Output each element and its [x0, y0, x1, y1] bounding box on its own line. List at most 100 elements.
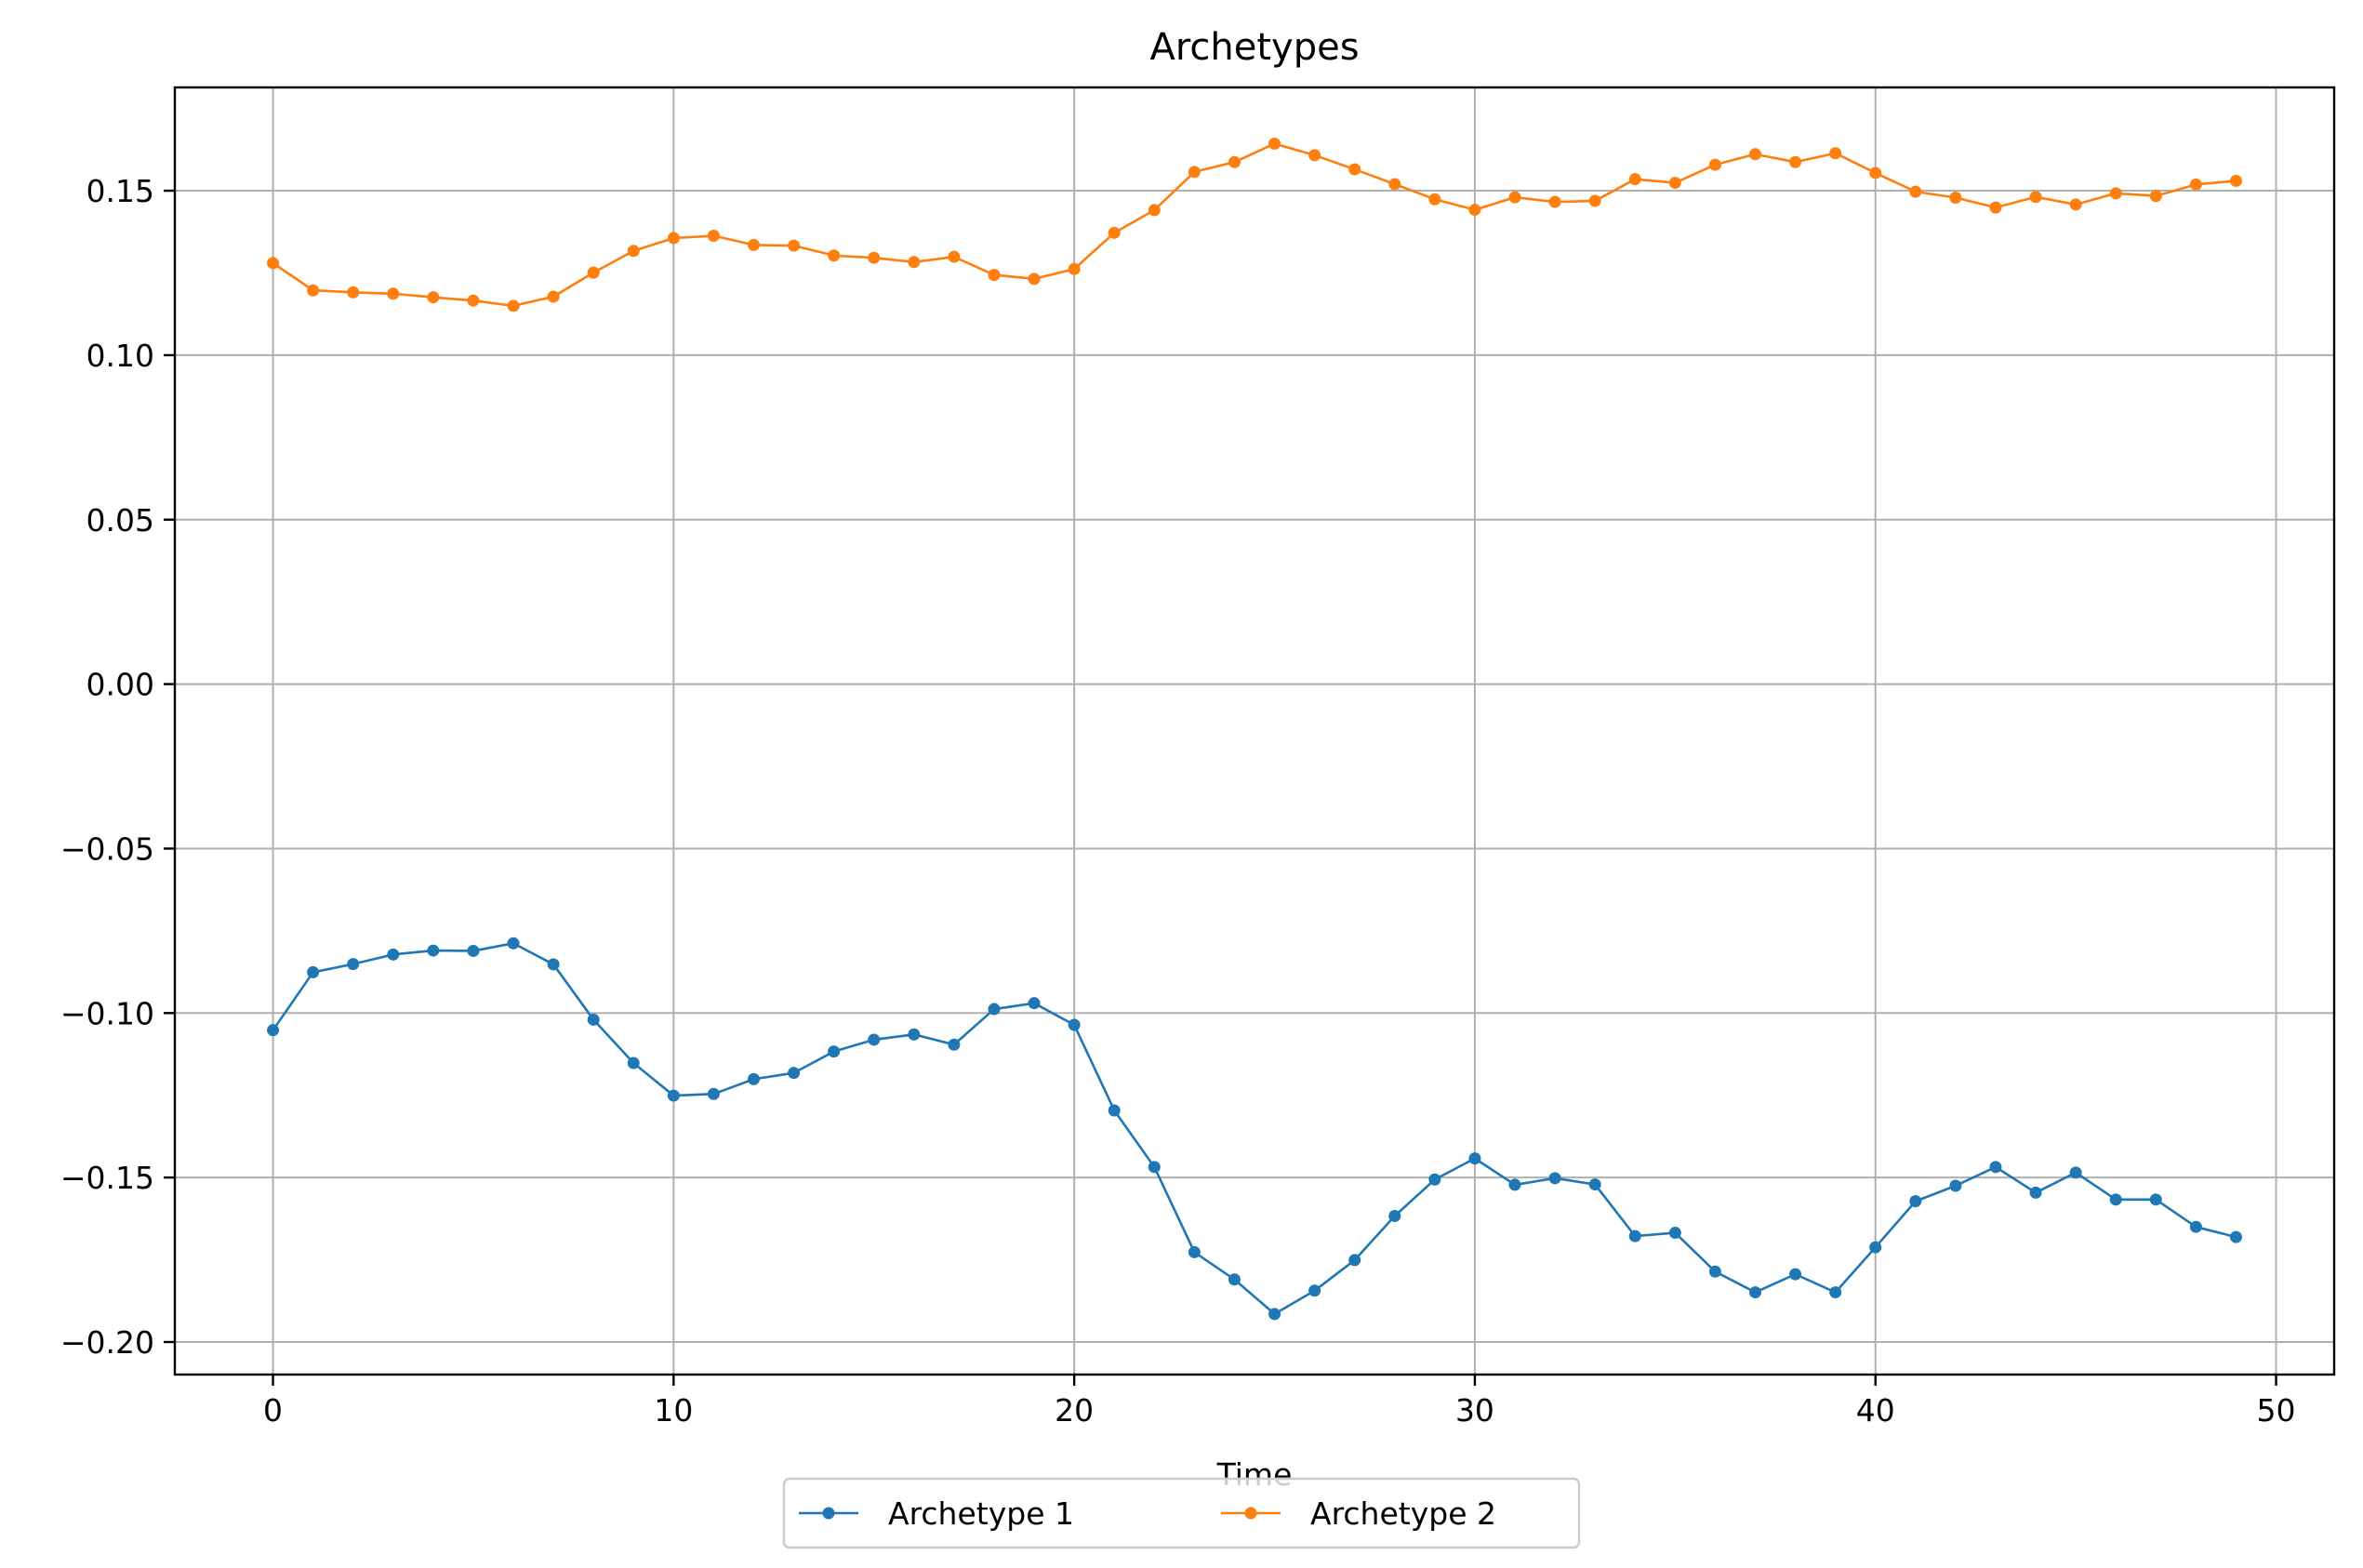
- data-point: [2029, 1186, 2042, 1199]
- x-tick-label: 40: [1856, 1392, 1895, 1428]
- data-point: [1909, 185, 1922, 198]
- legend-marker: [1244, 1507, 1257, 1520]
- data-point: [707, 1087, 720, 1100]
- data-point: [1308, 1284, 1321, 1297]
- data-point: [1789, 1268, 1802, 1281]
- y-tick-label: −0.10: [60, 995, 154, 1031]
- series-archetype-1: [267, 937, 2242, 1321]
- series-line: [272, 942, 2237, 1316]
- data-point: [1148, 204, 1161, 217]
- data-point: [868, 251, 881, 264]
- data-point: [1348, 1254, 1361, 1267]
- data-point: [1869, 1241, 1882, 1254]
- data-point: [1228, 155, 1241, 168]
- data-point: [667, 1089, 680, 1102]
- data-point: [707, 230, 720, 243]
- data-point: [547, 958, 560, 971]
- data-point: [1829, 1286, 1842, 1299]
- data-point: [427, 944, 440, 957]
- data-point: [1668, 1227, 1681, 1240]
- data-point: [2189, 1220, 2202, 1233]
- data-point: [507, 299, 520, 312]
- data-point: [1548, 195, 1561, 208]
- data-point: [1148, 1161, 1161, 1174]
- data-point: [1428, 193, 1441, 206]
- data-point: [347, 958, 360, 971]
- data-point: [1268, 1308, 1281, 1321]
- y-tick-label: −0.15: [60, 1160, 154, 1196]
- data-point: [988, 1003, 1001, 1016]
- data-point: [1508, 1178, 1521, 1191]
- legend-entry: Archetype 1: [799, 1495, 1074, 1532]
- legend-label: Archetype 1: [888, 1495, 1074, 1532]
- x-tick-label: 30: [1455, 1392, 1494, 1428]
- data-point: [828, 1045, 841, 1058]
- y-tick-label: 0.10: [86, 338, 154, 374]
- data-point: [1668, 177, 1681, 190]
- y-tick-label: 0.05: [86, 502, 154, 538]
- data-point: [1708, 158, 1721, 171]
- data-point: [1268, 137, 1281, 150]
- data-point: [1468, 1152, 1481, 1165]
- data-point: [547, 290, 560, 303]
- data-point: [387, 287, 400, 300]
- data-point: [587, 266, 600, 279]
- data-point: [1708, 1265, 1721, 1278]
- data-point: [267, 257, 280, 270]
- data-point: [267, 1024, 280, 1037]
- data-point: [627, 245, 640, 258]
- data-point: [2189, 178, 2202, 191]
- data-point: [2149, 1193, 2162, 1206]
- data-point: [307, 965, 320, 978]
- data-point: [788, 239, 801, 252]
- x-tick-label: 10: [654, 1392, 693, 1428]
- data-point: [1829, 147, 1842, 160]
- data-point: [868, 1033, 881, 1046]
- data-point: [1748, 148, 1761, 161]
- legend: Archetype 1 Archetype 2: [782, 1477, 1581, 1549]
- data-point: [307, 284, 320, 297]
- data-point: [2109, 1193, 2122, 1206]
- data-point: [1068, 1018, 1081, 1031]
- legend-marker: [822, 1507, 835, 1520]
- data-point: [1748, 1286, 1761, 1299]
- data-point: [1588, 194, 1601, 207]
- data-point: [2229, 1230, 2242, 1243]
- data-point: [1869, 166, 1882, 179]
- data-point: [627, 1056, 640, 1070]
- data-point: [1188, 1245, 1201, 1258]
- data-point: [1388, 1210, 1401, 1223]
- data-point: [1108, 1104, 1121, 1117]
- data-point: [1909, 1195, 1922, 1208]
- x-tick-label: 0: [263, 1392, 283, 1428]
- y-tick-label: 0.00: [86, 667, 154, 703]
- data-point: [587, 1013, 600, 1026]
- y-tick-label: −0.05: [60, 831, 154, 867]
- legend-label: Archetype 2: [1310, 1495, 1496, 1532]
- series-layer: [267, 137, 2242, 1321]
- data-point: [2069, 198, 2082, 211]
- series-line: [272, 142, 2237, 308]
- data-point: [1548, 1172, 1561, 1185]
- data-point: [788, 1067, 801, 1080]
- data-point: [1468, 204, 1481, 217]
- data-point: [1108, 226, 1121, 239]
- data-point: [467, 294, 480, 307]
- x-tick-label: 50: [2257, 1392, 2296, 1428]
- data-point: [1588, 1178, 1601, 1191]
- data-point: [1949, 1179, 1962, 1192]
- legend-entry: Archetype 2: [1221, 1495, 1496, 1532]
- data-point: [948, 1038, 961, 1051]
- x-tick-label: 20: [1055, 1392, 1094, 1428]
- data-point: [387, 948, 400, 961]
- data-point: [427, 291, 440, 304]
- data-point: [2069, 1166, 2082, 1179]
- data-point: [1789, 155, 1802, 168]
- data-point: [908, 256, 921, 269]
- data-point: [1028, 272, 1041, 286]
- data-point: [347, 286, 360, 299]
- data-point: [908, 1028, 921, 1041]
- data-point: [748, 238, 761, 251]
